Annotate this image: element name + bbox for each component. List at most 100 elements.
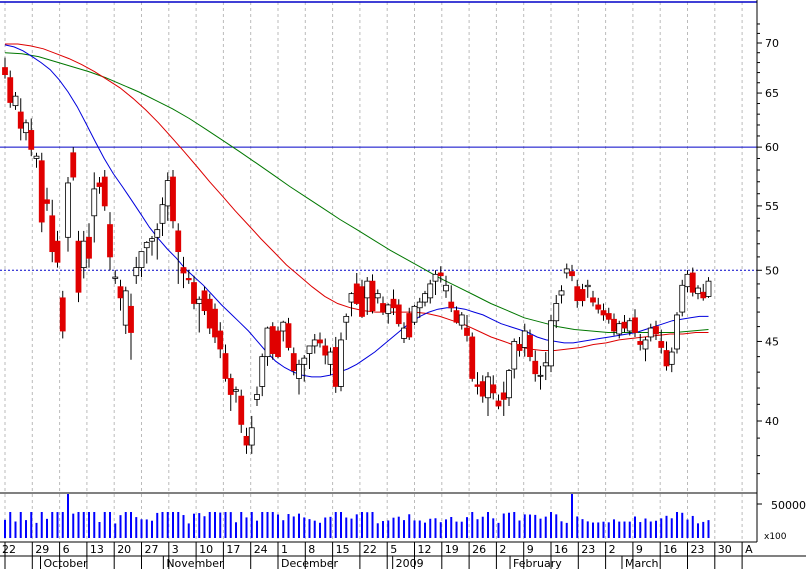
- day-label: 30: [718, 543, 732, 556]
- candle-down: [632, 317, 638, 333]
- reference-lines: [0, 1, 757, 271]
- day-label: 12: [418, 543, 432, 556]
- price-axis: 40 45 50 55 60 65 70: [757, 23, 779, 475]
- month-label: February: [513, 557, 562, 569]
- candle-down: [49, 215, 56, 253]
- day-label: 22: [2, 543, 16, 556]
- candle-down: [317, 339, 323, 344]
- day-label: 15: [336, 543, 350, 556]
- day-label: 23: [691, 543, 705, 556]
- candle-down: [464, 327, 470, 336]
- candle-down: [128, 305, 134, 333]
- day-label: 27: [145, 543, 159, 556]
- month-label: 2009: [396, 557, 424, 569]
- candle-up: [563, 268, 570, 274]
- candle-up: [542, 362, 549, 367]
- candle-down: [453, 310, 460, 323]
- candle-up: [306, 345, 313, 354]
- candle-down: [637, 341, 644, 345]
- candle-up: [327, 351, 334, 365]
- candle-down: [170, 176, 176, 222]
- chart-grid: [4, 2, 743, 542]
- volume-multiplier-label: x100: [764, 532, 787, 542]
- candle-up: [164, 180, 171, 207]
- candle-down: [117, 286, 124, 299]
- candle-up: [12, 95, 19, 107]
- moving-averages: [4, 43, 709, 378]
- day-label: 17: [226, 543, 240, 556]
- candle-down: [469, 336, 476, 379]
- candle-down: [322, 345, 329, 356]
- day-label: 29: [35, 543, 49, 556]
- candle-down: [185, 278, 192, 281]
- day-label: A: [745, 543, 753, 556]
- candle-down: [516, 344, 523, 351]
- candle-up: [695, 287, 701, 295]
- candle-down: [605, 313, 612, 320]
- candle-up: [143, 242, 150, 249]
- candle-down: [70, 152, 77, 178]
- candle-up: [537, 374, 544, 377]
- candle-up: [122, 290, 129, 326]
- day-label: 2: [499, 543, 506, 556]
- candle-down: [495, 400, 502, 407]
- month-label: March: [625, 557, 659, 569]
- candle-up: [668, 351, 675, 365]
- candle-up: [411, 305, 418, 323]
- candle-down: [611, 318, 617, 332]
- candle-down: [222, 353, 229, 379]
- candle-up: [485, 376, 491, 399]
- ma-mid-line: [5, 43, 709, 351]
- candle-down: [175, 230, 182, 253]
- candle-down: [101, 176, 108, 207]
- candle-down: [238, 395, 245, 425]
- price-tick-label: 65: [765, 87, 779, 100]
- candle-up: [558, 290, 565, 296]
- candle-up: [264, 327, 271, 358]
- candle-up: [248, 427, 255, 446]
- candle-down: [574, 286, 581, 302]
- price-tick-label: 70: [765, 37, 779, 50]
- candle-down: [75, 240, 82, 293]
- candle-down: [290, 353, 297, 371]
- candle-down: [44, 199, 50, 204]
- day-label: 9: [527, 543, 534, 556]
- candle-up: [65, 182, 71, 238]
- candle-up: [138, 251, 145, 268]
- candle-up: [422, 293, 428, 303]
- day-label: 19: [445, 543, 459, 556]
- candle-down: [191, 282, 197, 304]
- candle-down: [28, 130, 35, 150]
- candle-down: [369, 280, 376, 312]
- day-label: 8: [308, 543, 315, 556]
- candle-up: [553, 303, 560, 322]
- candle-down: [448, 301, 455, 309]
- day-label: 1: [281, 543, 288, 556]
- candle-down: [212, 308, 218, 338]
- candle-up: [311, 339, 318, 347]
- candle-up: [427, 283, 434, 299]
- candle-up: [280, 321, 287, 332]
- candle-up: [548, 320, 554, 367]
- day-label: 16: [554, 543, 568, 556]
- day-label: 20: [117, 543, 131, 556]
- candle-down: [653, 326, 659, 335]
- candle-up: [684, 273, 691, 288]
- candle-down: [96, 182, 103, 187]
- candle-up: [416, 301, 423, 309]
- candle-up: [233, 389, 239, 392]
- candle-down: [2, 67, 8, 76]
- candle-up: [458, 314, 465, 326]
- candle-up: [338, 339, 344, 387]
- price-tick-label: 50: [765, 264, 779, 277]
- candle-up: [343, 315, 350, 323]
- candle-up: [301, 357, 308, 365]
- candle-down: [86, 236, 92, 259]
- candle-down: [243, 435, 250, 446]
- candle-up: [616, 323, 623, 335]
- day-label: 26: [472, 543, 486, 556]
- candle-up: [80, 240, 87, 268]
- day-label: 16: [663, 543, 677, 556]
